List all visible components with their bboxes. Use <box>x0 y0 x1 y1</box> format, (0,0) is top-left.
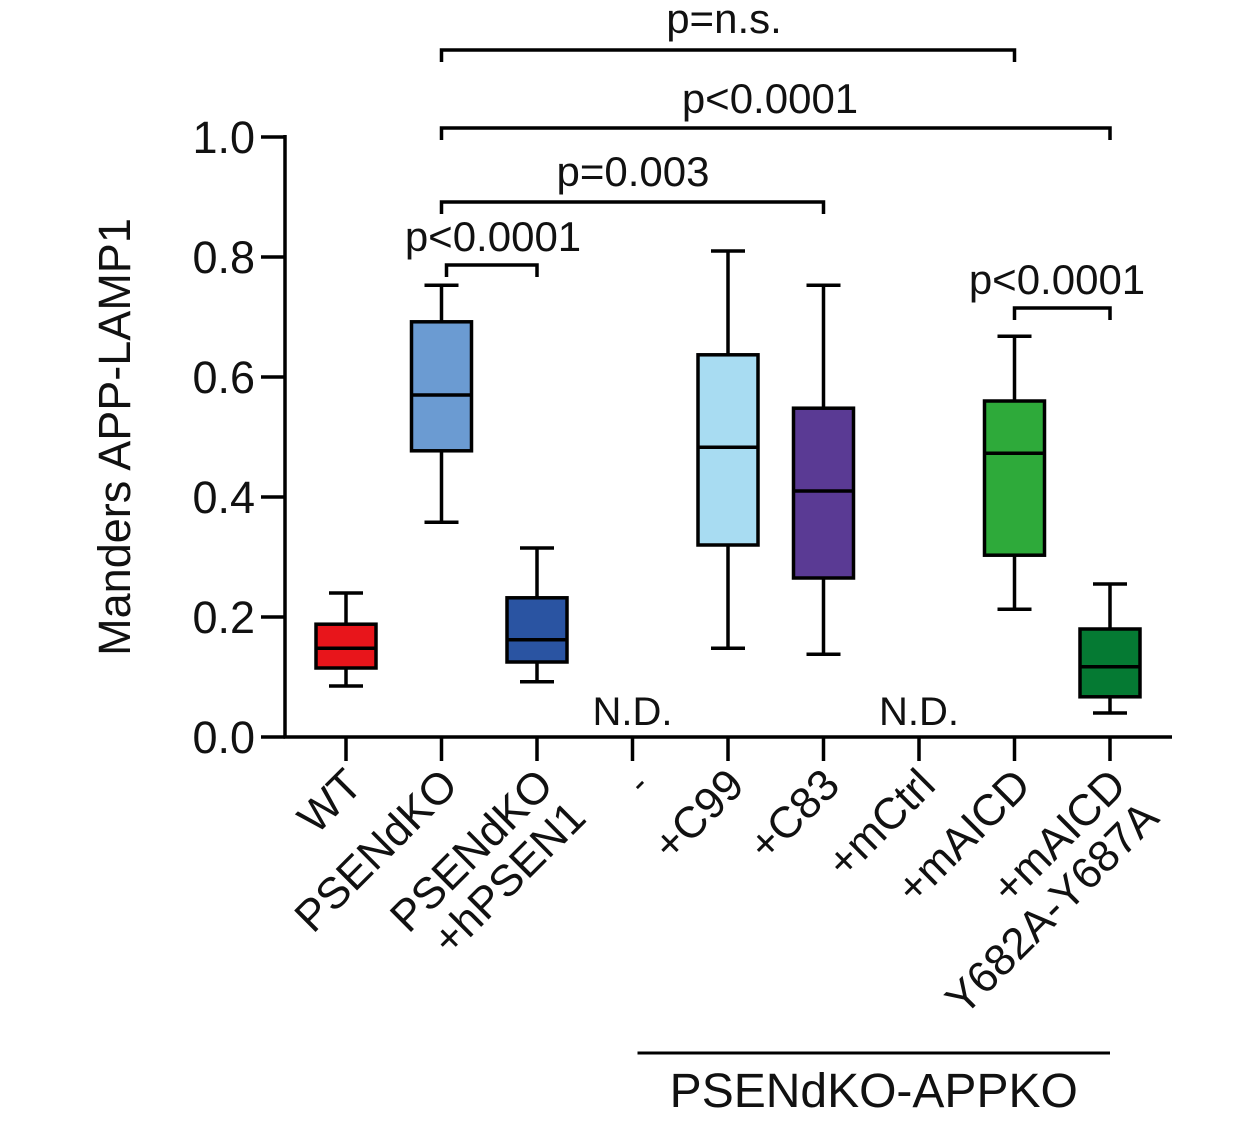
category-label-line: - <box>619 764 656 801</box>
iqr-box <box>505 596 569 664</box>
group-label: PSENdKO-APPKO <box>670 1065 1078 1118</box>
x-category-label: +C99 <box>644 760 754 870</box>
box-1 <box>409 283 474 524</box>
significance-bracket: p=n.s. <box>439 0 1017 62</box>
y-tick-label: 0.4 <box>192 472 255 523</box>
iqr-box <box>314 622 378 670</box>
axes: 0.0 0.2 0.4 0.6 0.8 1.0 Manders APP-LAMP1 <box>89 112 1172 763</box>
significance-bracket: p<0.0001 <box>969 256 1145 320</box>
bracket-line <box>439 200 826 214</box>
y-tick-label: 0.2 <box>192 592 255 643</box>
y-tick-label: 1.0 <box>192 112 255 163</box>
nd-label: N.D. <box>879 690 959 734</box>
category-label-line: WT <box>289 760 372 843</box>
labels: WTPSENdKOPSENdKO+hPSEN1-+C99+C83+mCtrl+m… <box>285 760 1168 1118</box>
significance-bracket: p<0.0001 <box>405 213 581 277</box>
significance-brackets: p<0.0001 p=0.003 p<0.0001 p=n.s. p<0.0001 <box>405 0 1145 320</box>
significance-bracket: p=0.003 <box>439 148 826 214</box>
category-label-line: +C99 <box>644 760 754 870</box>
p-value-label: p=0.003 <box>557 148 710 195</box>
box-0 <box>314 591 378 688</box>
x-category-label: WT <box>289 760 372 843</box>
p-value-label: p=n.s. <box>666 0 782 42</box>
iqr-box <box>1078 627 1142 699</box>
p-value-label: p<0.0001 <box>405 213 581 260</box>
p-value-label: p<0.0001 <box>969 256 1145 303</box>
y-tick-label: 0.0 <box>192 712 255 763</box>
y-axis-label: Manders APP-LAMP1 <box>89 218 140 656</box>
box-4 <box>696 249 760 650</box>
box-7 <box>982 334 1047 611</box>
p-value-label: p<0.0001 <box>682 75 858 122</box>
y-tick-label: 0.8 <box>192 232 255 283</box>
iqr-box <box>409 320 474 453</box>
y-tick-label: 0.6 <box>192 352 255 403</box>
iqr-box <box>791 406 856 580</box>
x-category-label: - <box>619 764 656 801</box>
iqr-box <box>982 399 1047 557</box>
bracket-line <box>444 263 539 277</box>
bracket-line <box>439 126 1112 140</box>
box-5 <box>791 283 856 656</box>
bracket-line <box>1012 306 1112 320</box>
nd-label: N.D. <box>593 690 673 734</box>
boxes: N.D. N.D. <box>314 249 1142 734</box>
bracket-line <box>439 48 1017 62</box>
iqr-box <box>696 353 760 547</box>
box-2 <box>505 546 569 684</box>
box-8 <box>1078 582 1142 715</box>
significance-bracket: p<0.0001 <box>439 75 1112 140</box>
